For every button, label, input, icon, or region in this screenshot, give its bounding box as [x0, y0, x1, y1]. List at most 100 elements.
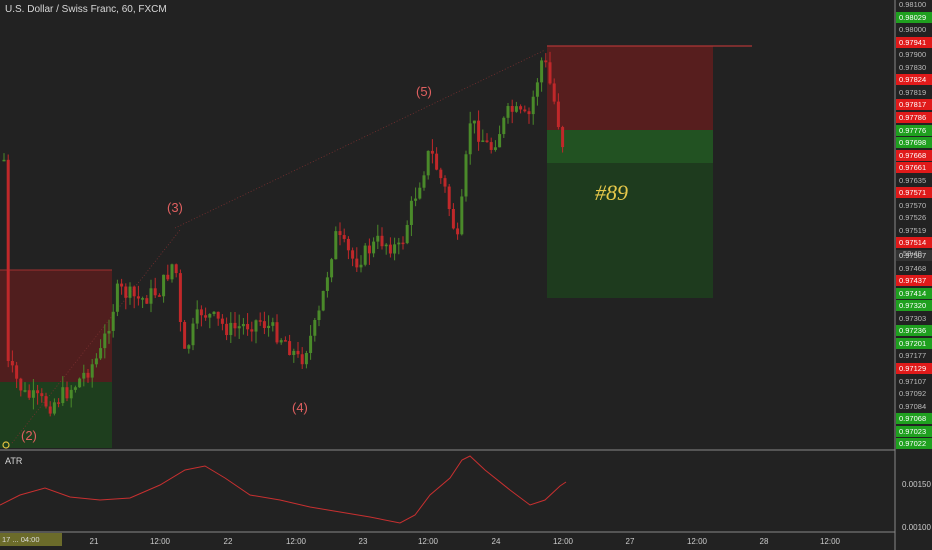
time-axis-label: 12:00 [819, 537, 841, 546]
candle-body [254, 320, 258, 332]
candle-body [502, 117, 506, 135]
zone-green-left [0, 382, 112, 448]
candle-body [493, 147, 497, 150]
candle-body [208, 314, 212, 318]
candle-body [489, 142, 493, 150]
candle-body [414, 198, 418, 201]
candle-body [451, 209, 455, 229]
candle-body [61, 387, 65, 404]
candle-body [296, 350, 300, 355]
candle-body [128, 286, 132, 298]
candle-body [19, 378, 23, 391]
price-axis-label: 0.97320 [896, 300, 932, 312]
candle-body [199, 309, 203, 316]
price-axis-label: 0.97507 [896, 250, 932, 261]
candle-body [103, 333, 107, 349]
atr-label: ATR [5, 456, 23, 466]
candle-body [94, 358, 98, 365]
candle-body [367, 245, 371, 254]
candle-body [204, 315, 208, 318]
time-axis-label: 24 [491, 537, 501, 546]
price-axis-label: 0.97084 [899, 401, 927, 411]
time-axis-label: 12:00 [149, 537, 171, 546]
price-axis-label: 0.97177 [899, 351, 927, 361]
candle-body [145, 298, 149, 304]
candle-body [561, 127, 565, 148]
candle-body [477, 120, 481, 142]
candle-body [430, 150, 434, 154]
candle-body [523, 109, 527, 112]
candle-body [334, 231, 338, 260]
price-axis-label: 0.97519 [899, 225, 927, 235]
candle-body [162, 274, 166, 297]
candle-body [275, 322, 279, 343]
candle-body [439, 169, 443, 179]
candle-body [435, 153, 439, 170]
candle-body [535, 82, 539, 97]
candle-body [153, 288, 157, 296]
price-axis-label: 0.97819 [899, 87, 927, 97]
candle-body [397, 242, 401, 245]
candle-body [405, 224, 409, 244]
candle-body [212, 311, 216, 315]
candle-body [27, 390, 31, 398]
candle-body [552, 83, 556, 102]
countdown: 58:40 [903, 249, 922, 258]
candle-body [229, 322, 233, 336]
candle-body [246, 324, 250, 330]
candle-body [363, 245, 367, 265]
candle-body [401, 242, 405, 245]
candle-body [174, 264, 178, 274]
candle-body [82, 372, 86, 379]
candle-body [15, 365, 19, 379]
price-axis-label: 0.97635 [899, 175, 927, 185]
price-axis-label: 0.97437 [896, 275, 932, 287]
candle-body [409, 200, 413, 225]
candle-body [10, 360, 14, 366]
atr-tick: 0.00100 [902, 523, 931, 532]
candle-body [325, 277, 329, 291]
trade-target1-box [547, 130, 713, 163]
candle-body [506, 106, 510, 118]
trade-label: #89 [595, 180, 628, 205]
candle-body [271, 322, 275, 326]
candle-body [69, 389, 73, 399]
candle-body [23, 390, 27, 392]
time-axis-label: 28 [759, 537, 769, 546]
candle-body [44, 396, 48, 407]
wave-label-3: (3) [167, 200, 183, 215]
trend-line [11, 229, 181, 444]
candle-body [456, 228, 460, 235]
candle-body [544, 60, 548, 63]
candle-body [372, 241, 376, 254]
candle-body [237, 326, 241, 329]
candle-body [346, 238, 350, 251]
candle-body [233, 322, 237, 329]
candle-body [393, 244, 397, 254]
time-axis-label: 12:00 [285, 537, 307, 546]
time-axis-label: 27 [625, 537, 635, 546]
candle-body [99, 348, 103, 359]
candle-body [250, 329, 254, 332]
candle-body [170, 264, 174, 280]
candle-body [309, 335, 313, 354]
price-axis-label: 0.97570 [899, 200, 927, 210]
price-axis-label: 0.97129 [896, 362, 932, 374]
candle-body [422, 175, 426, 188]
candle-body [262, 321, 266, 329]
candle-body [540, 60, 544, 83]
candle-body [111, 311, 115, 331]
price-axis-label: 0.97698 [896, 137, 932, 149]
candle-body [132, 286, 136, 297]
candle-body [187, 345, 191, 349]
candle-body [355, 258, 359, 268]
candle-body [472, 120, 476, 124]
candle-body [191, 323, 195, 346]
candle-body [468, 123, 472, 155]
candle-body [288, 341, 292, 356]
candle-body [178, 273, 182, 322]
candle-body [124, 286, 128, 298]
candle-body [107, 330, 111, 334]
candle-body [90, 364, 94, 378]
